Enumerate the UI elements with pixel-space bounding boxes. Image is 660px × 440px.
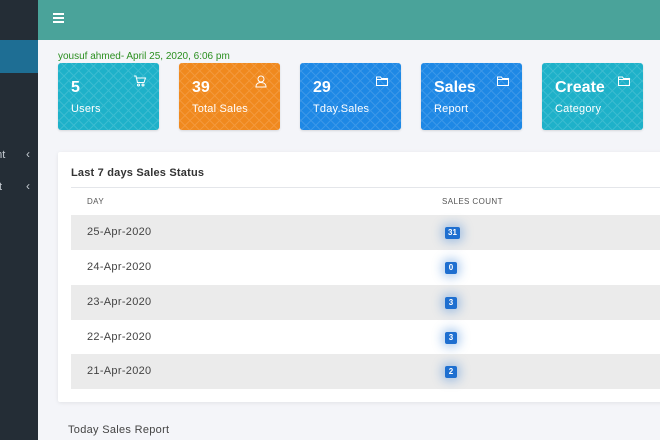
card-create-category[interactable]: Create Category bbox=[542, 63, 643, 130]
main-content: yousuf ahmed- April 25, 2020, 6:06 pm 5 … bbox=[38, 40, 660, 440]
sidebar-item-active[interactable] bbox=[0, 40, 38, 73]
top-navbar bbox=[38, 0, 660, 40]
card-users[interactable]: 5 Users bbox=[58, 63, 159, 130]
card-value: Create bbox=[555, 79, 605, 96]
column-header-day: DAY bbox=[87, 197, 105, 206]
card-value: Sales bbox=[434, 79, 476, 96]
card-value: 29 bbox=[313, 79, 331, 96]
panel-title: Last 7 days Sales Status bbox=[71, 167, 205, 179]
row-day: 24-Apr-2020 bbox=[87, 261, 152, 273]
sidebar-item-label: t bbox=[0, 181, 3, 193]
table-row: 24-Apr-2020 0 bbox=[71, 250, 660, 285]
sidebar: ent ‹ t ‹ bbox=[0, 0, 38, 440]
sidebar-item-management[interactable]: ent ‹ bbox=[0, 146, 38, 166]
table-row: 23-Apr-2020 3 bbox=[71, 285, 660, 320]
sales-count-badge: 0 bbox=[445, 262, 457, 274]
hamburger-icon[interactable] bbox=[53, 13, 64, 23]
sales-status-panel: Last 7 days Sales Status DAY SALES COUNT… bbox=[58, 152, 660, 402]
row-day: 23-Apr-2020 bbox=[87, 296, 152, 308]
card-today-sales[interactable]: 29 Tday.Sales bbox=[300, 63, 401, 130]
table-row: 21-Apr-2020 2 bbox=[71, 354, 660, 389]
row-day: 22-Apr-2020 bbox=[87, 331, 152, 343]
card-label: Report bbox=[434, 103, 469, 115]
folder-icon bbox=[497, 76, 509, 86]
divider bbox=[71, 187, 660, 188]
folder-icon bbox=[618, 76, 630, 86]
table-row: 22-Apr-2020 3 bbox=[71, 320, 660, 355]
chevron-left-icon: ‹ bbox=[26, 147, 30, 161]
card-label: Users bbox=[71, 103, 101, 115]
card-label: Category bbox=[555, 103, 602, 115]
sales-count-badge: 3 bbox=[445, 297, 457, 309]
chevron-left-icon: ‹ bbox=[26, 179, 30, 193]
card-total-sales[interactable]: 39 Total Sales bbox=[179, 63, 280, 130]
sales-count-badge: 31 bbox=[445, 227, 460, 239]
row-day: 21-Apr-2020 bbox=[87, 365, 152, 377]
card-sales-report[interactable]: Sales Report bbox=[421, 63, 522, 130]
card-value: 39 bbox=[192, 79, 210, 96]
today-sales-report-title: Today Sales Report bbox=[68, 424, 170, 436]
sales-count-badge: 2 bbox=[445, 366, 457, 378]
card-label: Tday.Sales bbox=[313, 103, 370, 115]
user-icon bbox=[255, 75, 267, 88]
sales-count-badge: 3 bbox=[445, 332, 457, 344]
cart-icon bbox=[134, 75, 147, 87]
folder-icon bbox=[376, 76, 388, 86]
sidebar-item-report[interactable]: t ‹ bbox=[0, 178, 38, 198]
sidebar-brand bbox=[0, 0, 38, 40]
row-day: 25-Apr-2020 bbox=[87, 226, 152, 238]
sidebar-item-label: ent bbox=[0, 149, 6, 161]
card-label: Total Sales bbox=[192, 103, 249, 115]
card-value: 5 bbox=[71, 79, 80, 96]
table-row: 25-Apr-2020 31 bbox=[71, 215, 660, 250]
user-timestamp: yousuf ahmed- April 25, 2020, 6:06 pm bbox=[58, 51, 230, 62]
column-header-sales-count: SALES COUNT bbox=[442, 197, 503, 206]
